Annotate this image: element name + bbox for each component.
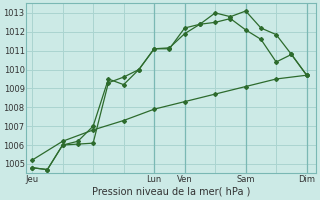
- X-axis label: Pression niveau de la mer( hPa ): Pression niveau de la mer( hPa ): [92, 187, 250, 197]
